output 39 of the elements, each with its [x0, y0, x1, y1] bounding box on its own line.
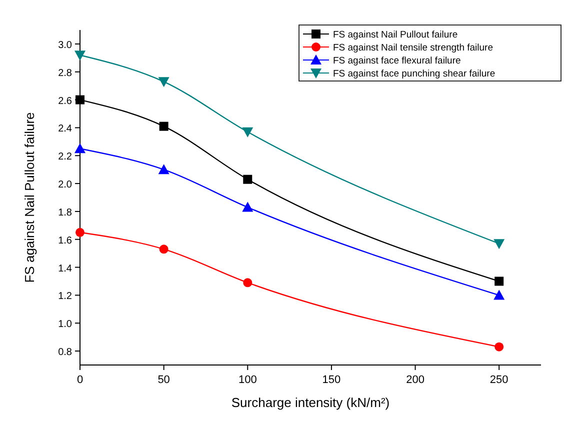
y-tick-label: 1.4 [58, 263, 72, 274]
x-tick-label: 100 [238, 374, 257, 386]
point [74, 143, 86, 154]
legend-label: FS against Nail tensile strength failure [333, 42, 493, 54]
x-tick-label: 150 [322, 374, 341, 386]
x-tick-label: 50 [158, 374, 170, 386]
y-tick-label: 2.8 [58, 68, 72, 79]
point [494, 276, 504, 286]
y-tick-label: 1.0 [58, 319, 72, 330]
point [158, 164, 170, 174]
point [159, 122, 168, 131]
legend-label: FS against face punching shear failure [333, 68, 496, 80]
point [494, 342, 504, 352]
point [76, 228, 84, 237]
point [494, 290, 505, 300]
point [74, 50, 86, 61]
point [243, 278, 252, 288]
y-tick-label: 1.8 [58, 207, 72, 218]
x-tick-label: 200 [406, 374, 424, 386]
y-tick-label: 0.8 [58, 347, 72, 358]
x-tick-label: 0 [76, 374, 84, 386]
y-tick-label: 1.6 [58, 235, 72, 246]
y-tick-label: 2.6 [58, 96, 72, 107]
x-axis-title: Surcharge intensity (kN/m²) [231, 395, 390, 410]
y-tick-label: 2.4 [58, 124, 72, 135]
y-tick-label: 2.2 [58, 152, 72, 163]
y-axis-title: FS against Nail Pullout failure [22, 112, 37, 283]
point [494, 239, 505, 250]
point [158, 77, 170, 88]
point [159, 244, 168, 254]
point [243, 174, 252, 184]
point [242, 127, 254, 138]
x-tick-label: 250 [490, 374, 508, 386]
legend-label: FS against face flexural failure [333, 56, 461, 66]
point [242, 202, 254, 212]
y-tick-label: 2.0 [58, 180, 72, 191]
y-tick-label: 3.0 [58, 40, 72, 51]
legend-label: FS against Nail Pullout failure [333, 30, 458, 40]
y-tick-label: 1.2 [58, 291, 72, 302]
